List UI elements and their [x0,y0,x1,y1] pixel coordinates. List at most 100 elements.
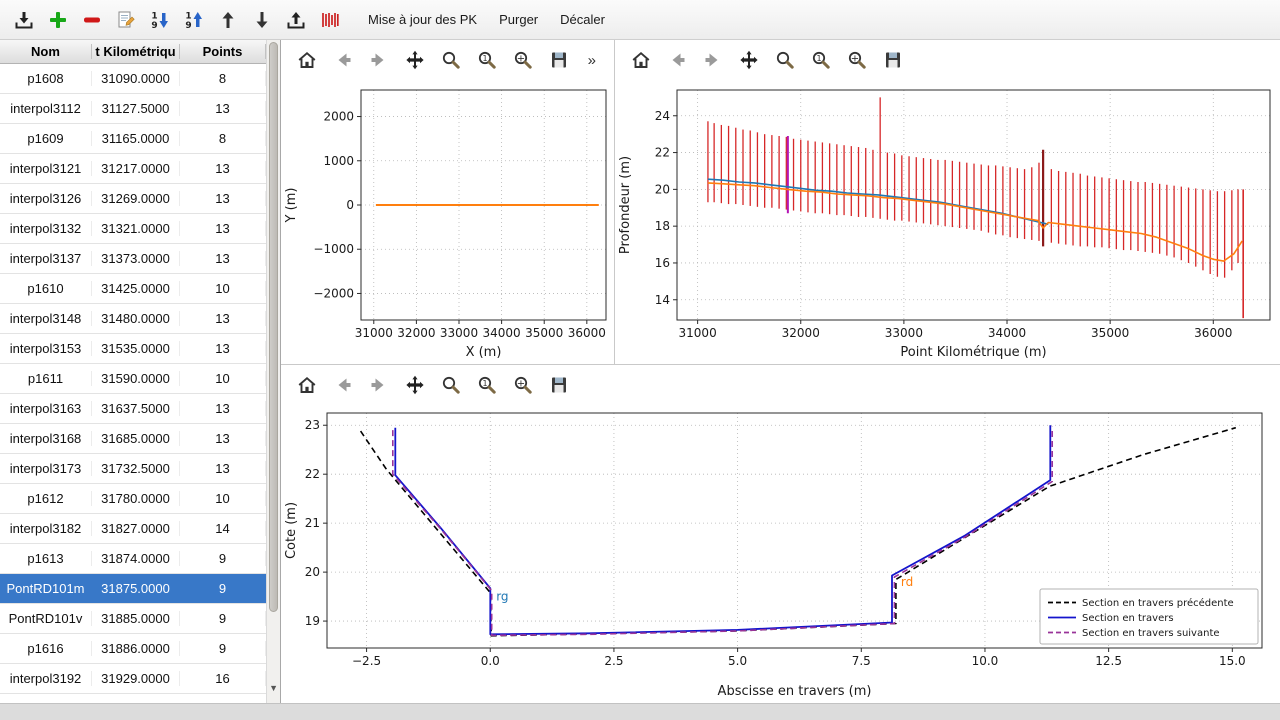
import-button[interactable] [8,4,40,36]
table-row[interactable]: interpol3192 31929.0000 16 [0,664,267,694]
xy-plot-canvas[interactable]: 31000 32000 33000 34000 35000 36000 −2000 −1000… [281,80,614,364]
table-row[interactable]: interpol3163 31637.5000 13 [0,394,267,424]
table-row[interactable]: interpol3126 31269.0000 13 [0,184,267,214]
xy-plot[interactable]: 31000 32000 33000 34000 35000 36000 −2000 −1000… [281,80,614,364]
edit-section-button[interactable] [110,4,142,36]
menu-item-1[interactable]: Mise à jour des PK [368,12,478,27]
zoom-rect-button[interactable] [437,371,465,399]
svg-text:9: 9 [185,21,191,31]
forward-button[interactable] [365,46,393,74]
toolbar-overflow-chevron[interactable]: » [587,51,596,69]
profile-plot-canvas[interactable]: 31000 32000 33000 34000 35000 36000 14 16 18 20 22… [615,80,1280,364]
forward-button[interactable] [699,46,727,74]
remove-section-button[interactable] [76,4,108,36]
table-row[interactable]: interpol3148 31480.0000 13 [0,304,267,334]
profil-plot[interactable]: 31000 32000 33000 34000 35000 36000 14 16 18 20 22… [615,80,1280,364]
table-row[interactable]: p1611 31590.0000 10 [0,364,267,394]
save-figure-button[interactable] [879,46,907,74]
table-row[interactable]: interpol3153 31535.0000 13 [0,334,267,364]
table-row[interactable]: p1610 31425.0000 10 [0,274,267,304]
home-button[interactable] [293,371,321,399]
y-tick-label: 21 [305,516,320,530]
back-button[interactable] [329,371,357,399]
table-row[interactable]: interpol3121 31217.0000 13 [0,154,267,184]
cell-nom: p1612 [0,491,92,506]
back-button[interactable] [663,46,691,74]
sections-en-travers [707,97,1239,278]
zoom-one-button[interactable]: 1 [473,46,501,74]
arrow-up-icon [222,11,234,28]
table-row[interactable]: p1609 31165.0000 8 [0,124,267,154]
zoom-plus-button[interactable]: + [509,371,537,399]
save-figure-button[interactable] [545,46,573,74]
cell-nom: PontRD101m [6,581,85,596]
axes: 31000 32000 33000 34000 35000 36000 14 16 18 20 22… [618,89,1271,360]
save-icon [552,52,566,68]
cell-points: 10 [180,491,266,506]
table-row[interactable]: interpol3112 31127.5000 13 [0,94,267,124]
cell-pk: 31165.0000 [92,131,180,146]
table-row[interactable]: PontRD101v 31885.0000 9 [0,604,267,634]
table-row[interactable]: interpol3132 31321.0000 13 [0,214,267,244]
series [707,97,1244,319]
back-button[interactable] [329,46,357,74]
travers-plot[interactable]: −2.5 0.0 2.5 5.0 7.5 10.0 12.5 15.0 19 20 21 22 23 Ab… [281,405,1280,703]
table-row[interactable]: interpol3173 31732.5000 13 [0,454,267,484]
cell-points: 13 [180,251,266,266]
zoom-plus-button[interactable]: + [509,46,537,74]
svg-text:1: 1 [185,11,191,21]
svg-text:+: + [517,54,525,65]
table-row[interactable]: p1616 31886.0000 9 [0,634,267,664]
zoom-icon [442,376,460,394]
x-tick-label: 32000 [397,326,435,340]
table-row[interactable]: p1613 31874.0000 9 [0,544,267,574]
zoom-one-button[interactable]: 1 [807,46,835,74]
zoom-one-button[interactable]: 1 [473,371,501,399]
svg-text:1: 1 [151,11,157,21]
scrollbar-down-arrow-icon[interactable]: ▼ [269,683,278,693]
zoom-rect-button[interactable] [437,46,465,74]
cell-points: 14 [180,521,266,536]
y-tick-label: 14 [655,293,670,307]
home-button[interactable] [627,46,655,74]
column-header-pk[interactable]: t Kilométriqu [92,44,180,59]
table-row[interactable]: p1608 31090.0000 8 [0,64,267,94]
column-header-nom[interactable]: Nom [0,44,92,59]
move-up-button[interactable] [212,4,244,36]
x-tick-label: 35000 [1091,326,1129,340]
table-row[interactable]: interpol3182 31827.0000 14 [0,514,267,544]
sections-button[interactable] [314,4,346,36]
table-row[interactable]: interpol3137 31373.0000 13 [0,244,267,274]
menu-item-3[interactable]: Décaler [560,12,605,27]
pan-button[interactable] [401,46,429,74]
cell-nom: interpol3112 [0,101,92,116]
cell-nom: p1608 [0,71,92,86]
zoom-rect-button[interactable] [771,46,799,74]
table-row[interactable]: PontRD101m 31875.0000 9 [0,574,267,604]
save-figure-button[interactable] [545,371,573,399]
table-scrollbar[interactable]: ▼ [266,40,280,703]
zoom-plus-button[interactable]: + [843,46,871,74]
table-row[interactable]: interpol3168 31685.0000 13 [0,424,267,454]
x-axis-label: Abscisse en travers (m) [718,684,872,699]
scrollbar-thumb[interactable] [269,42,278,613]
pan-button[interactable] [401,371,429,399]
menu-item-2[interactable]: Purger [499,12,539,27]
cell-pk: 31886.0000 [92,641,180,656]
move-down-button[interactable] [246,4,278,36]
cross-section-plot-canvas[interactable]: −2.5 0.0 2.5 5.0 7.5 10.0 12.5 15.0 19 20 21 22 23 Ab… [281,405,1280,703]
cell-nom: p1610 [0,281,92,296]
forward-button[interactable] [365,371,393,399]
back-icon [338,53,351,67]
cell-nom: interpol3192 [0,671,92,686]
y-tick-label: 1000 [323,154,354,168]
home-button[interactable] [293,46,321,74]
add-section-button[interactable] [42,4,74,36]
pan-button[interactable] [735,46,763,74]
export-button[interactable] [280,4,312,36]
cell-points: 8 [180,131,266,146]
column-header-points[interactable]: Points [180,44,266,59]
table-row[interactable]: p1612 31780.0000 10 [0,484,267,514]
